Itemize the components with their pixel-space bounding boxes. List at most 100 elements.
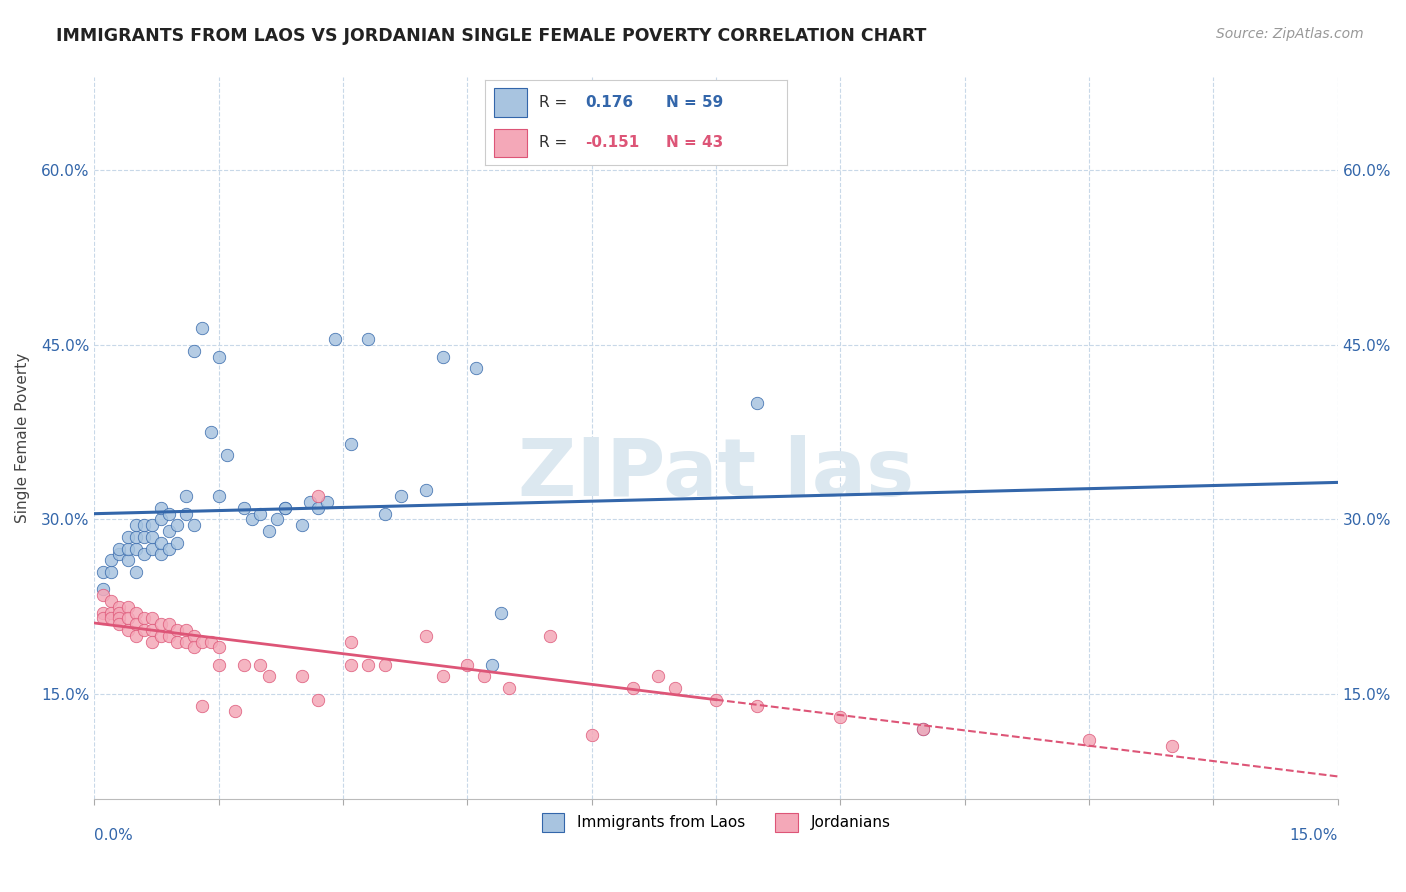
Point bbox=[200, 634, 222, 648]
Point bbox=[100, 565, 122, 579]
Point bbox=[183, 629, 205, 643]
Point bbox=[315, 495, 337, 509]
Legend: Immigrants from Laos, Jordanians: Immigrants from Laos, Jordanians bbox=[536, 807, 897, 838]
Y-axis label: Single Female Poverty: Single Female Poverty bbox=[15, 353, 30, 523]
Point bbox=[91, 611, 114, 625]
Point bbox=[166, 518, 188, 533]
Point bbox=[232, 657, 254, 672]
Point bbox=[141, 530, 163, 544]
Point bbox=[1078, 733, 1101, 747]
Point bbox=[100, 606, 122, 620]
Point bbox=[357, 332, 380, 346]
Point bbox=[621, 681, 644, 695]
Point bbox=[174, 489, 197, 503]
Point bbox=[232, 500, 254, 515]
Point bbox=[830, 710, 852, 724]
Point bbox=[157, 524, 180, 538]
Point bbox=[217, 449, 239, 463]
Point bbox=[141, 541, 163, 556]
Point bbox=[100, 553, 122, 567]
Point bbox=[249, 507, 271, 521]
Point bbox=[149, 547, 172, 561]
Point bbox=[117, 530, 139, 544]
Point bbox=[134, 530, 156, 544]
Point bbox=[208, 640, 231, 655]
Point bbox=[240, 512, 263, 526]
Point bbox=[291, 669, 314, 683]
Point bbox=[108, 617, 131, 632]
Point bbox=[100, 611, 122, 625]
Point bbox=[432, 350, 454, 364]
Text: Source: ZipAtlas.com: Source: ZipAtlas.com bbox=[1216, 27, 1364, 41]
Bar bbox=[494, 88, 527, 117]
Point bbox=[208, 489, 231, 503]
Point bbox=[340, 437, 363, 451]
Point bbox=[224, 705, 246, 719]
Text: 15.0%: 15.0% bbox=[1289, 828, 1337, 843]
Point bbox=[307, 500, 329, 515]
Point bbox=[183, 518, 205, 533]
Point bbox=[134, 611, 156, 625]
Text: 0.0%: 0.0% bbox=[94, 828, 134, 843]
Point bbox=[704, 692, 727, 706]
Point bbox=[307, 489, 329, 503]
Point bbox=[489, 606, 512, 620]
Point bbox=[1160, 739, 1182, 754]
Bar bbox=[494, 128, 527, 157]
Point bbox=[166, 535, 188, 549]
Point bbox=[340, 657, 363, 672]
Point bbox=[125, 617, 148, 632]
Point bbox=[464, 361, 486, 376]
Text: IMMIGRANTS FROM LAOS VS JORDANIAN SINGLE FEMALE POVERTY CORRELATION CHART: IMMIGRANTS FROM LAOS VS JORDANIAN SINGLE… bbox=[56, 27, 927, 45]
Point bbox=[481, 657, 503, 672]
Point bbox=[208, 657, 231, 672]
Point bbox=[117, 623, 139, 637]
Point bbox=[91, 588, 114, 602]
Point bbox=[208, 350, 231, 364]
Point bbox=[183, 343, 205, 358]
Point bbox=[141, 518, 163, 533]
Point bbox=[456, 657, 478, 672]
Point bbox=[647, 669, 669, 683]
Point bbox=[912, 722, 935, 736]
Point bbox=[117, 611, 139, 625]
Text: -0.151: -0.151 bbox=[585, 136, 640, 151]
Point bbox=[389, 489, 412, 503]
Text: N = 59: N = 59 bbox=[666, 95, 724, 110]
Point bbox=[157, 629, 180, 643]
Point bbox=[257, 669, 280, 683]
Point bbox=[274, 500, 297, 515]
Point bbox=[91, 565, 114, 579]
Point bbox=[166, 634, 188, 648]
Point bbox=[183, 640, 205, 655]
Point bbox=[108, 547, 131, 561]
Point bbox=[257, 524, 280, 538]
Point bbox=[374, 657, 396, 672]
Point bbox=[149, 535, 172, 549]
Text: R =: R = bbox=[540, 136, 572, 151]
Point bbox=[274, 500, 297, 515]
Point bbox=[912, 722, 935, 736]
Point bbox=[157, 541, 180, 556]
Text: R =: R = bbox=[540, 95, 572, 110]
Point bbox=[125, 629, 148, 643]
Point bbox=[117, 541, 139, 556]
Point bbox=[91, 582, 114, 597]
Point bbox=[249, 657, 271, 672]
Point bbox=[149, 500, 172, 515]
Point bbox=[134, 518, 156, 533]
Point bbox=[298, 495, 321, 509]
Point bbox=[291, 518, 314, 533]
Point bbox=[141, 634, 163, 648]
Point bbox=[747, 698, 769, 713]
Point bbox=[581, 728, 603, 742]
Point bbox=[108, 611, 131, 625]
Point bbox=[100, 594, 122, 608]
Point bbox=[538, 629, 561, 643]
Point bbox=[174, 623, 197, 637]
Point bbox=[149, 617, 172, 632]
Point bbox=[200, 425, 222, 440]
Point bbox=[117, 553, 139, 567]
Point bbox=[134, 547, 156, 561]
Point bbox=[91, 606, 114, 620]
